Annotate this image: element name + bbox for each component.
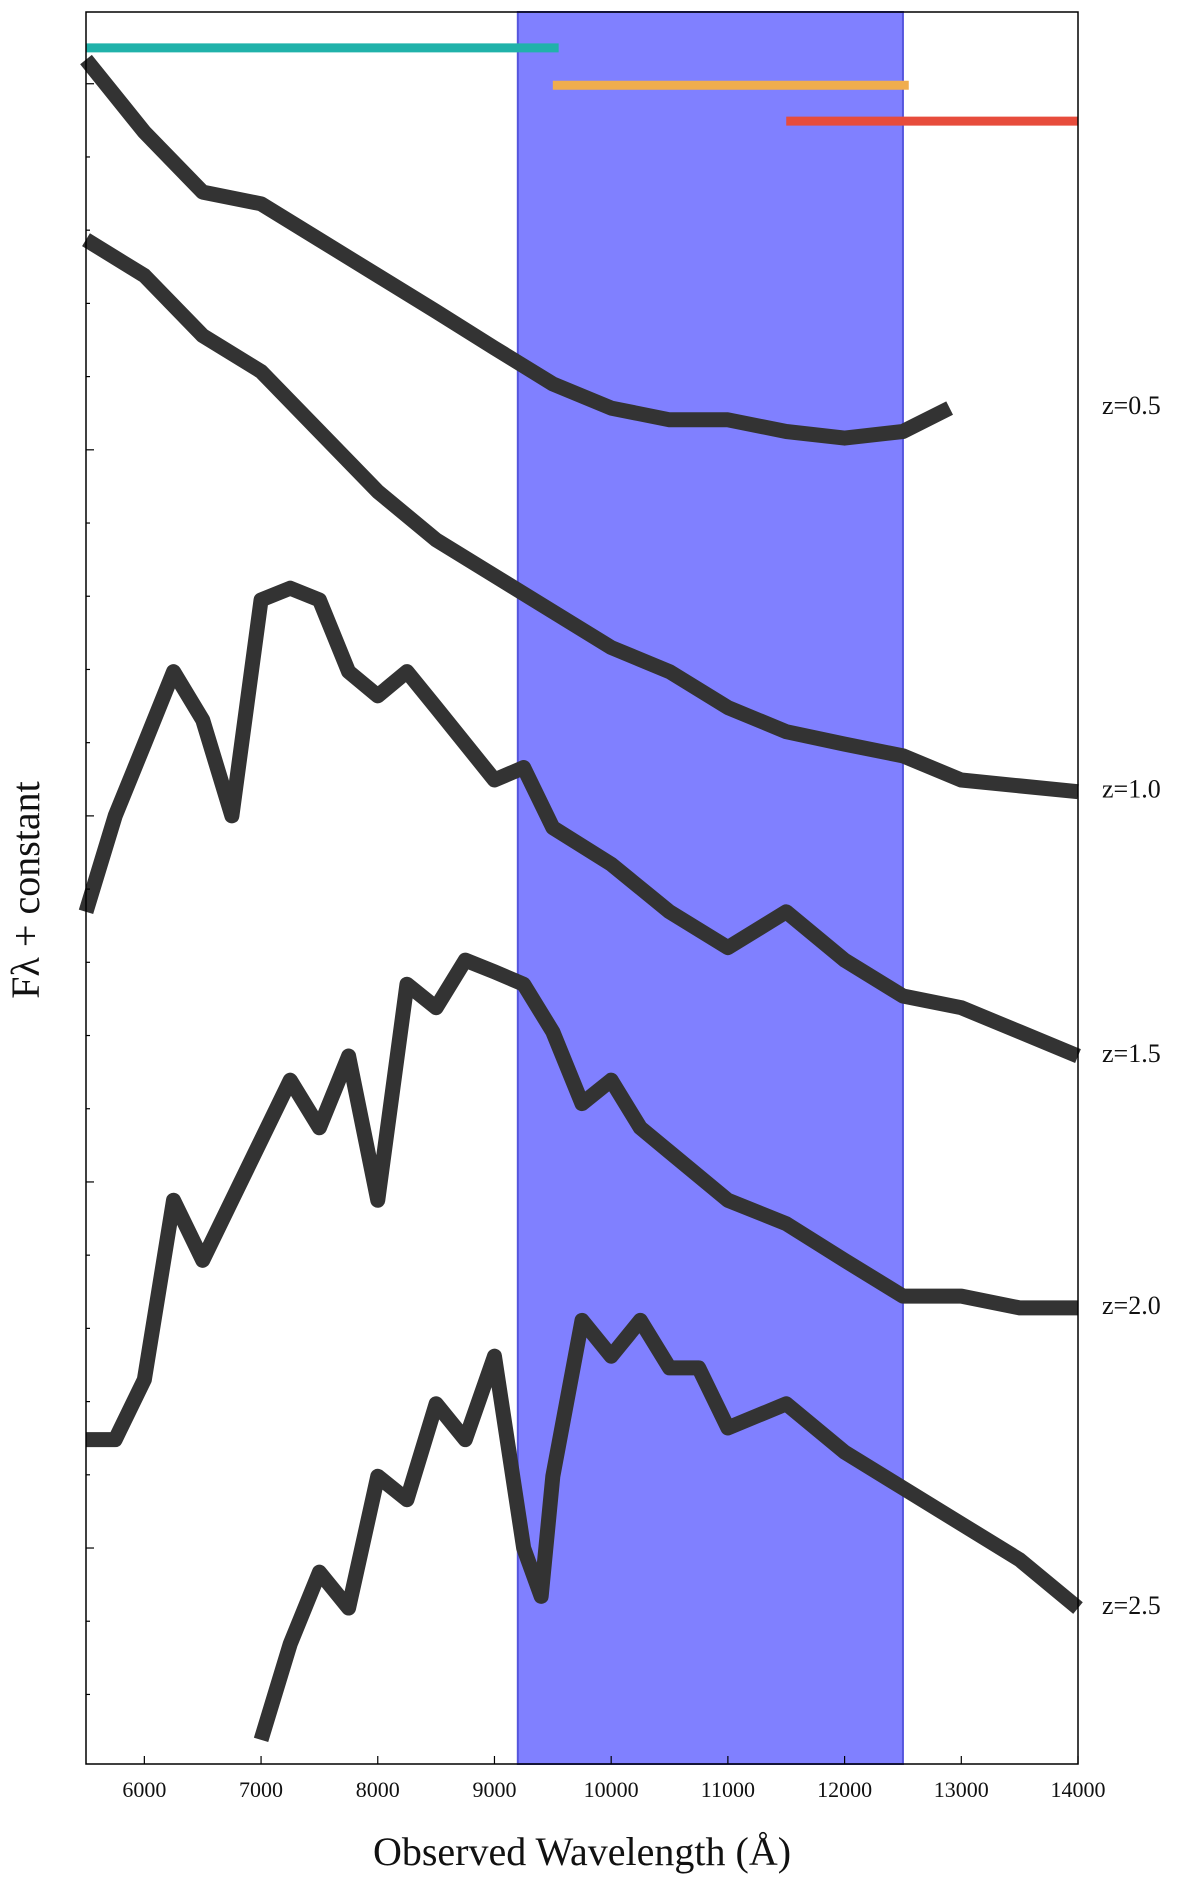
x-tick-label: 9000 [472, 1777, 516, 1802]
series-label: z=1.5 [1102, 1039, 1161, 1068]
spectrum-line [80, 54, 953, 446]
spectrum-line [253, 1312, 1083, 1743]
x-axis-title: Observed Wavelength (Å) [373, 1829, 791, 1874]
series-label: z=1.0 [1102, 775, 1161, 804]
series-label: z=2.5 [1102, 1591, 1161, 1620]
x-tick-label: 6000 [122, 1777, 166, 1802]
spectrum-line [82, 233, 1079, 800]
series-label: z=2.0 [1102, 1291, 1161, 1320]
x-tick-label: 10000 [584, 1777, 639, 1802]
series-label: z=0.5 [1102, 391, 1161, 420]
x-tick-label: 14000 [1051, 1777, 1106, 1802]
spectrum-line [78, 580, 1081, 1063]
shaded-region [516, 11, 904, 1765]
spectrum-line [86, 952, 1078, 1448]
x-tick-label: 11000 [701, 1777, 755, 1802]
plot-frame [85, 11, 1079, 1765]
x-tick-label: 7000 [239, 1777, 283, 1802]
x-tick-label: 8000 [356, 1777, 400, 1802]
x-tick-label: 13000 [934, 1777, 989, 1802]
y-axis-title: Fλ + constant [3, 781, 48, 999]
x-tick-label: 12000 [817, 1777, 872, 1802]
